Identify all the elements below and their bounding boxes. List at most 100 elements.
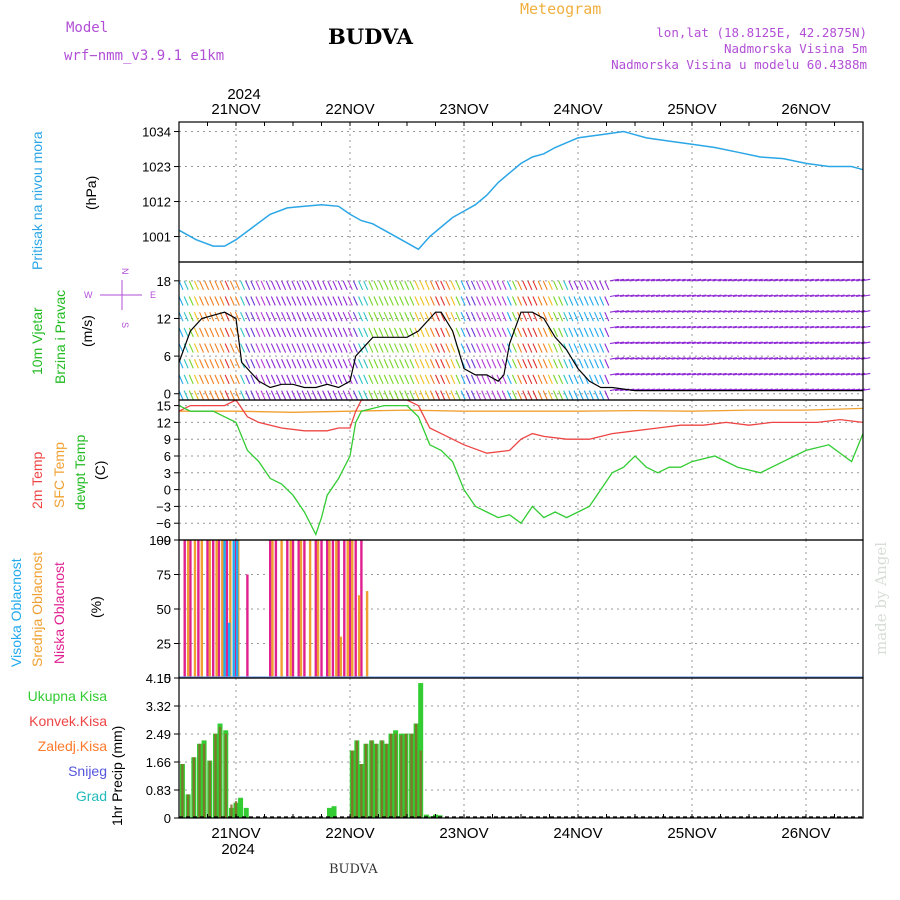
wind-barb xyxy=(465,390,471,400)
wind-barb xyxy=(260,327,266,338)
wind-barb xyxy=(542,280,548,291)
wind-barb xyxy=(229,374,235,385)
wind-barb xyxy=(588,343,594,353)
wind-barb xyxy=(460,390,466,400)
wind-barb xyxy=(630,341,640,345)
wind-barb xyxy=(440,359,446,369)
wind-barb xyxy=(547,390,553,400)
wind-barb xyxy=(286,374,292,385)
wind-barb xyxy=(840,294,850,298)
wind-barb xyxy=(470,343,476,353)
wind-barb xyxy=(650,310,661,313)
wind-barb xyxy=(748,310,758,313)
wind-barb xyxy=(383,296,389,306)
wind-barb xyxy=(193,374,199,385)
wind-barb xyxy=(573,327,579,338)
wind-barb xyxy=(815,310,825,313)
wind-barb xyxy=(732,325,743,329)
wind-barb xyxy=(784,310,794,313)
wind-barb xyxy=(552,280,558,291)
wind-barb xyxy=(583,327,589,338)
wind-barb xyxy=(511,390,517,400)
wind-barb xyxy=(245,343,251,353)
y-tick-label: 1.66 xyxy=(146,755,171,770)
wind-barb xyxy=(568,311,574,322)
conv-precip-bar xyxy=(234,801,238,818)
wind-barb xyxy=(825,278,835,282)
wind-barb xyxy=(260,390,266,400)
wind-barb xyxy=(465,296,471,306)
wind-barb xyxy=(809,341,820,345)
low-cloud-bar xyxy=(189,540,192,678)
wind-barb xyxy=(214,327,220,338)
wind-barb xyxy=(368,390,374,400)
wind-barb xyxy=(809,372,820,376)
wind-barb xyxy=(419,390,425,400)
wind-barb xyxy=(219,280,225,291)
wind-barb xyxy=(506,311,512,322)
wind-barb xyxy=(501,390,507,400)
wind-barb xyxy=(424,359,430,369)
wind-barb xyxy=(768,310,779,313)
x-tick-label-top: 26NOV xyxy=(781,101,830,118)
elevation-label: Nadmorska Visina 5m xyxy=(724,41,867,56)
wind-barb xyxy=(178,374,184,385)
wind-barb xyxy=(455,327,461,338)
wind-barb xyxy=(681,278,691,282)
wind-barb xyxy=(296,280,302,291)
wind-barb xyxy=(429,327,435,338)
conv-precip-bar xyxy=(202,743,206,818)
wind-barb xyxy=(547,280,553,291)
wind-barb xyxy=(722,341,732,345)
wind-barb xyxy=(311,359,317,369)
wind-barb xyxy=(768,294,779,298)
wind-barb xyxy=(542,390,548,400)
wind-barb xyxy=(768,372,779,376)
lonlat-label: lon,lat (18.8125E, 42.2875N) xyxy=(656,25,867,40)
conv-precip-bar xyxy=(419,750,422,818)
wind-barb xyxy=(363,311,369,322)
wind-barb xyxy=(199,327,205,338)
wind-barb xyxy=(465,343,471,353)
wind-barb xyxy=(363,327,369,338)
wind-barb xyxy=(240,296,246,306)
wind-barb xyxy=(856,341,866,345)
wind-barb xyxy=(753,357,763,360)
wind-barb xyxy=(496,311,502,322)
wind-barb xyxy=(373,343,379,353)
wind-barb xyxy=(240,390,246,400)
wind-barb xyxy=(429,343,435,353)
wind-barb xyxy=(296,343,302,353)
wind-barb xyxy=(650,325,661,329)
station-title: BUDVA xyxy=(328,24,413,49)
wind-barb xyxy=(363,343,369,353)
legend-frozen-rain: Zaledj.Kisa xyxy=(37,738,107,754)
low-cloud-bar xyxy=(269,540,272,678)
conv-precip-bar xyxy=(404,733,408,818)
wind-barb xyxy=(465,280,471,291)
wind-barb xyxy=(856,325,866,329)
wind-barb xyxy=(779,325,789,329)
wind-barb xyxy=(383,374,389,385)
x-tick-label-top: 21NOV xyxy=(211,101,260,118)
wind-barb xyxy=(224,359,230,369)
wind-barb xyxy=(388,374,394,385)
wind-barb xyxy=(835,341,845,345)
wind-barb xyxy=(527,296,533,306)
wind-barb xyxy=(763,357,773,360)
wind-barb xyxy=(537,280,543,291)
wind-barb xyxy=(496,359,502,369)
wind-barb xyxy=(850,341,861,345)
wind-barb xyxy=(496,343,502,353)
wind-barb xyxy=(250,359,256,369)
x-tick-label-top: 25NOV xyxy=(667,101,716,118)
wind-barb xyxy=(794,325,804,329)
wind-barb xyxy=(322,311,328,322)
wind-barb xyxy=(404,280,410,291)
wind-barb xyxy=(784,341,794,345)
y-tick-label: 2.49 xyxy=(146,727,171,742)
low-cloud-bar xyxy=(326,540,329,678)
wind-barb xyxy=(804,310,814,313)
wind-barb xyxy=(845,278,855,282)
